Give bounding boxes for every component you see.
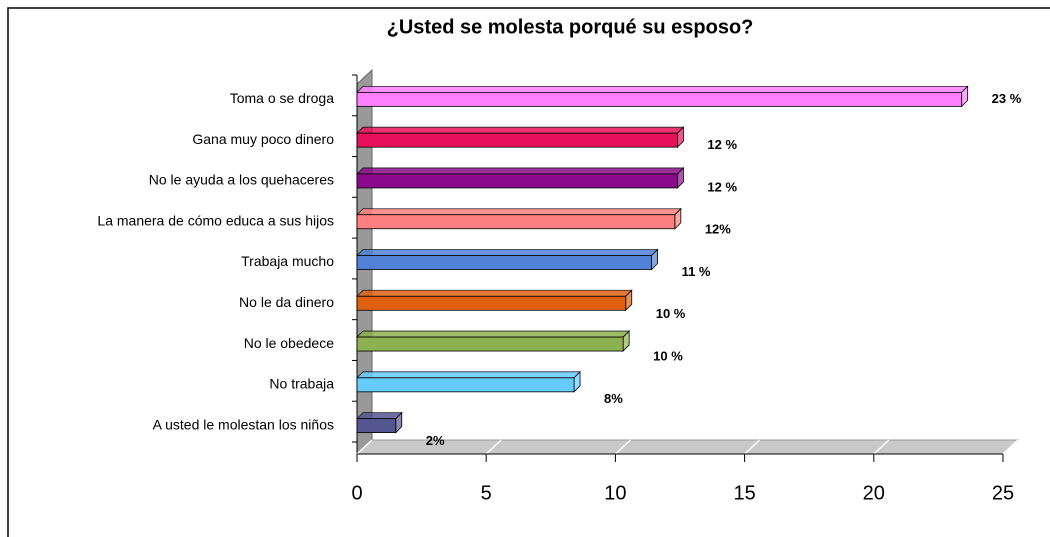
value-label: 2% [426,433,445,448]
x-tick-label: 15 [733,482,755,504]
value-label: 10 % [656,306,686,321]
y-tick-label: A usted le molestan los niños [153,416,334,432]
y-tick-label: No trabaja [269,376,334,392]
bar [356,418,397,434]
bar-top [356,249,659,256]
bar [356,295,627,311]
chart-title: ¿Usted se molesta porqué su esposo? [387,16,754,38]
value-label: 12% [705,222,731,237]
value-label: 11 % [682,264,711,279]
bar-top [356,330,631,338]
bar-top [356,208,682,216]
floor-grid [873,439,890,455]
bar-top [356,167,685,175]
floor-grid [1002,439,1019,455]
y-tick-label: No le obedece [244,335,335,351]
y-tick-label: Toma o se droga [230,90,334,106]
floor-grid [744,439,761,455]
x-tick-label: 0 [351,482,362,504]
value-label: 8% [604,391,623,406]
floor-grid [614,439,631,455]
x-tick-label: 10 [604,482,626,504]
bar-top [356,412,403,420]
bar [356,91,963,107]
x-tick-label: 25 [992,482,1014,504]
bar [356,336,624,352]
floor-grid [356,439,373,455]
value-label: 12 % [707,137,737,152]
y-tick-label: Trabaja mucho [241,253,334,269]
x-tick-label: 20 [863,482,885,504]
y-tick-label: No le da dinero [239,294,334,310]
bar [356,132,678,148]
floor-grid [485,439,502,455]
x-tick-label: 5 [481,482,492,504]
y-tick-label: La manera de cómo educa a sus hijos [97,212,334,228]
bar-top [356,371,582,379]
value-label: 10 % [653,348,683,363]
bar [356,255,652,270]
value-label: 12 % [707,179,737,194]
bar-top [356,289,633,297]
bar [356,377,575,393]
bar [356,214,676,230]
bar-top [356,126,685,134]
bar-top [356,85,969,93]
bar [356,173,678,189]
y-tick-label: No le ayuda a los quehaceres [149,172,334,188]
value-label: 23 % [992,91,1022,106]
chart-frame [7,7,1050,537]
y-tick-label: Gana muy poco dinero [192,131,334,147]
floor [355,439,1020,455]
